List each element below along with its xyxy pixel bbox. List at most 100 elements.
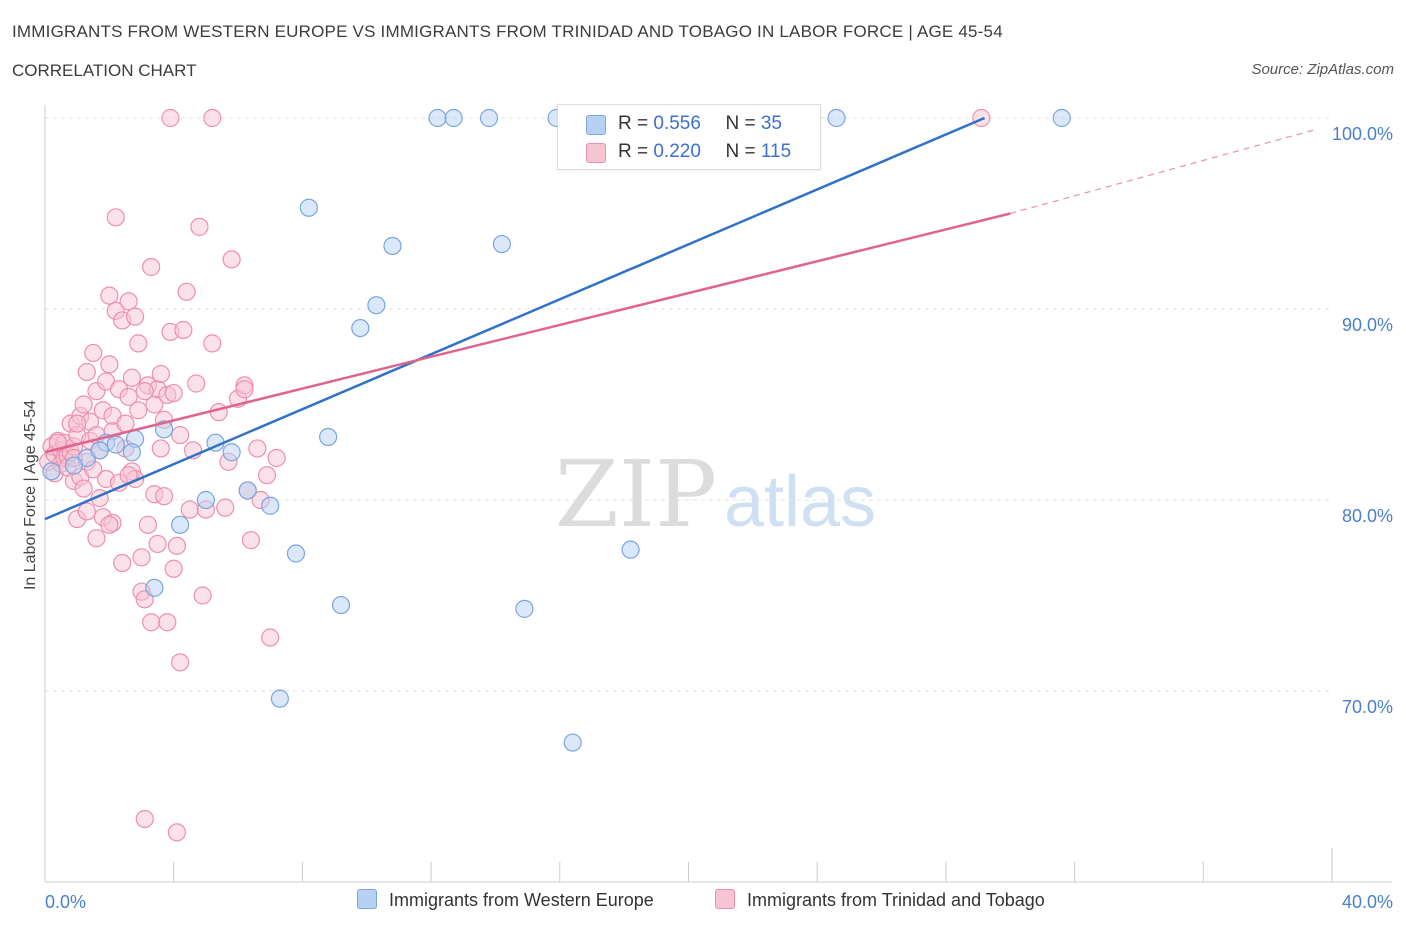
data-point xyxy=(479,108,499,128)
legend-r-label: R = xyxy=(618,141,654,162)
source-label: Source: ZipAtlas.com xyxy=(1251,61,1394,78)
data-point xyxy=(122,368,141,387)
data-point xyxy=(515,599,534,618)
data-point xyxy=(138,515,158,534)
trend-line-trinidad-tobago xyxy=(44,212,1011,454)
data-point xyxy=(222,250,241,269)
y-tick-label: 90.0% xyxy=(1342,315,1393,335)
data-point xyxy=(68,414,87,433)
data-point xyxy=(190,217,209,236)
data-point xyxy=(167,823,187,842)
data-point xyxy=(187,374,206,393)
data-point xyxy=(164,383,183,403)
data-point xyxy=(563,733,582,752)
y-axis-label: In Labor Force | Age 45-54 xyxy=(22,400,39,590)
data-point xyxy=(383,236,402,256)
data-point xyxy=(129,401,148,420)
y-tick-label: 80.0% xyxy=(1342,506,1393,526)
data-point xyxy=(142,257,161,277)
data-point xyxy=(241,531,261,550)
legend-n-label: N = xyxy=(725,113,761,134)
data-point xyxy=(158,613,177,632)
data-point xyxy=(119,292,138,311)
watermark: ZIP atlas xyxy=(555,441,876,548)
data-point xyxy=(77,502,96,521)
data-point xyxy=(171,425,190,445)
data-point xyxy=(171,653,190,672)
data-point xyxy=(100,286,119,305)
data-point xyxy=(367,296,386,315)
data-point xyxy=(196,490,215,510)
data-point xyxy=(261,628,280,647)
data-point xyxy=(827,108,846,128)
data-point xyxy=(216,498,235,517)
data-point xyxy=(492,234,511,254)
data-point xyxy=(90,441,109,460)
watermark-zip: ZIP xyxy=(555,441,717,548)
watermark-atlas: atlas xyxy=(724,462,876,542)
x-tick-label: 40.0% xyxy=(1342,892,1393,912)
data-point xyxy=(299,198,318,217)
bottom-legend-western-europe: Immigrants from Western Europe xyxy=(357,889,654,911)
trend-lines xyxy=(44,116,1317,521)
data-point xyxy=(235,380,254,399)
data-point xyxy=(74,395,93,414)
bottom-legend-label: Immigrants from Western Europe xyxy=(389,890,654,910)
data-point xyxy=(74,479,93,498)
data-point xyxy=(113,553,132,573)
data-point xyxy=(180,500,199,519)
data-point xyxy=(351,319,370,338)
correlation-legend: R = 0.556 N = 35 R = 0.220 N = 115 xyxy=(557,104,821,170)
data-point xyxy=(77,362,96,382)
data-point xyxy=(444,108,463,128)
data-point xyxy=(222,443,241,462)
data-point xyxy=(125,307,145,326)
data-point xyxy=(171,515,190,534)
legend-r-label: R = xyxy=(618,113,654,134)
bottom-legend-swatch-pink xyxy=(715,889,735,909)
data-point xyxy=(151,364,170,384)
data-point xyxy=(1052,108,1071,128)
data-point xyxy=(106,435,125,454)
axes xyxy=(44,105,1392,883)
legend-swatch-blue xyxy=(586,115,606,135)
data-point xyxy=(238,481,257,500)
x-tick-label: 0.0% xyxy=(45,892,86,912)
data-point xyxy=(100,515,119,534)
data-point xyxy=(193,586,212,605)
data-point xyxy=(331,595,351,615)
legend-r-value: 0.556 xyxy=(653,113,701,134)
data-point xyxy=(174,320,193,340)
data-point xyxy=(122,443,141,462)
data-point xyxy=(132,548,151,567)
data-point xyxy=(142,613,161,632)
data-point xyxy=(261,496,280,515)
legend-r-value: 0.220 xyxy=(653,141,701,162)
bottom-legend-swatch-blue xyxy=(357,889,377,909)
legend-swatch-pink xyxy=(586,143,606,163)
data-point xyxy=(203,108,222,128)
data-point xyxy=(64,456,84,475)
data-point xyxy=(972,108,991,128)
data-point xyxy=(167,536,187,555)
bottom-legend-trinidad-tobago: Immigrants from Trinidad and Tobago xyxy=(715,889,1045,911)
data-point xyxy=(84,343,103,363)
data-point xyxy=(164,559,183,578)
data-point xyxy=(257,466,277,485)
data-point xyxy=(428,108,447,128)
legend-n-label: N = xyxy=(725,141,761,162)
data-point xyxy=(151,439,170,458)
data-point xyxy=(145,578,164,597)
tick-labels: 100.0% 90.0% 80.0% 70.0% 0.0% 40.0% xyxy=(45,124,1393,912)
bottom-legend-label: Immigrants from Trinidad and Tobago xyxy=(747,890,1045,910)
data-point xyxy=(116,414,135,433)
data-point xyxy=(42,462,61,481)
series-western-europe-points xyxy=(42,108,1071,752)
data-point xyxy=(209,403,228,422)
data-point xyxy=(106,208,125,227)
y-tick-label: 100.0% xyxy=(1332,124,1393,144)
data-point xyxy=(135,809,154,829)
data-point xyxy=(119,387,138,406)
trend-line-western-europe xyxy=(44,116,986,521)
data-point xyxy=(148,534,167,554)
